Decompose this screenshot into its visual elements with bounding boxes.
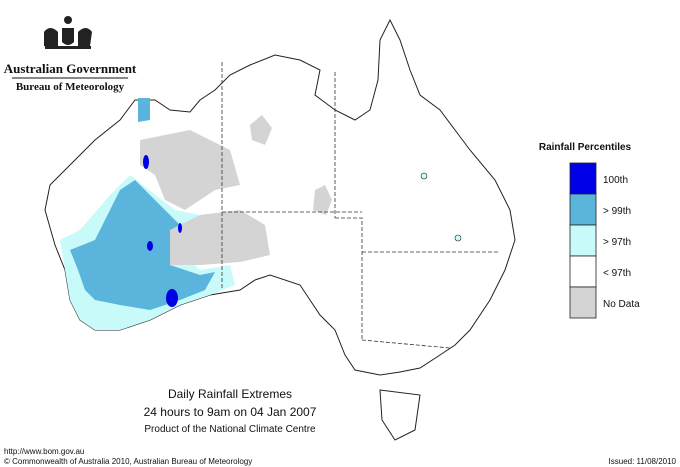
legend-label: > 97th [603,237,631,248]
legend-title: Rainfall Percentiles [539,142,632,153]
record-area [147,241,153,251]
footer-issued: Issued: 11/08/2010 [609,457,677,466]
bureau-name: Bureau of Meteorology [16,81,125,93]
no-data-south [170,210,270,265]
legend-swatch [569,255,597,288]
no-data-central [313,185,332,215]
above-97-spot [420,172,428,180]
tasmania [379,389,421,441]
caption-subtitle: 24 hours to 9am on 04 Jan 2007 [144,405,317,419]
legend-swatch [569,193,597,226]
legend: 100th > 99th > 97th < 97th No Data [569,162,640,319]
record-area [166,289,178,307]
legend-label: < 97th [603,268,631,279]
legend-label: > 99th [603,206,631,217]
record-area [143,155,149,169]
legend-swatch [569,286,597,319]
footer-url: http://www.bom.gov.au [4,447,84,456]
state-borders [221,62,500,349]
australia-map [44,18,516,441]
above-99-area [70,180,215,310]
no-data-nt [250,115,272,145]
above-99-north [138,98,150,122]
above-97-spot [454,234,462,242]
footer-copyright: © Commonwealth of Australia 2010, Austra… [4,457,252,466]
caption-credit: Product of the National Climate Centre [144,424,316,435]
legend-label: No Data [603,299,640,310]
no-data-west [140,130,240,210]
caption-title: Daily Rainfall Extremes [168,387,292,401]
legend-label: 100th [603,175,628,186]
legend-swatch [569,162,597,195]
record-area [178,223,182,233]
agency-name: Australian Government [4,61,137,76]
coat-of-arms [44,16,92,49]
legend-swatch [569,224,597,257]
